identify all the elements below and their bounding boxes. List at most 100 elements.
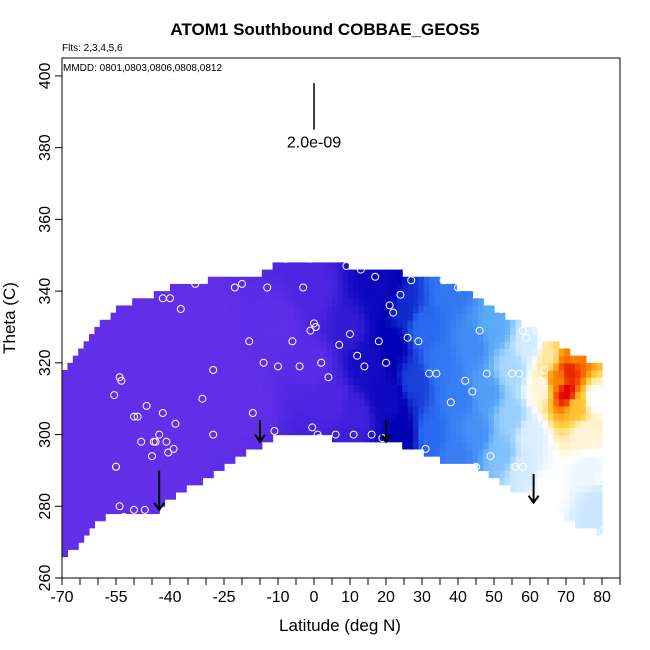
heatmap-cell bbox=[99, 456, 106, 464]
heatmap-cell bbox=[202, 341, 209, 350]
heatmap-cell bbox=[450, 355, 457, 364]
heatmap-cell bbox=[105, 463, 112, 472]
heatmap-cell bbox=[342, 283, 349, 292]
heatmap-cell bbox=[110, 377, 117, 385]
heatmap-cell bbox=[62, 405, 68, 414]
heatmap-cell bbox=[375, 413, 382, 421]
heatmap-cell bbox=[537, 405, 544, 414]
heatmap-cell bbox=[450, 377, 457, 385]
sample-point bbox=[486, 452, 495, 461]
heatmap-cell bbox=[440, 434, 446, 443]
heatmap-cell bbox=[159, 312, 166, 321]
heatmap-cell bbox=[321, 413, 328, 421]
heatmap-cell bbox=[413, 405, 419, 414]
heatmap-cell bbox=[305, 334, 311, 342]
heatmap-cell bbox=[62, 470, 68, 479]
sample-point bbox=[149, 437, 158, 446]
heatmap-cell bbox=[218, 283, 225, 292]
heatmap-cell bbox=[78, 534, 85, 543]
heatmap-cell bbox=[531, 448, 538, 457]
heatmap-cell bbox=[423, 370, 430, 378]
heatmap-cell bbox=[596, 499, 603, 507]
heatmap-cell bbox=[94, 377, 101, 385]
heatmap-cell bbox=[402, 405, 409, 414]
heatmap-cell bbox=[450, 384, 457, 393]
heatmap-cell bbox=[461, 377, 468, 385]
sample-point bbox=[166, 294, 174, 303]
heatmap-cell bbox=[467, 319, 473, 328]
heatmap-cell bbox=[121, 355, 128, 364]
heatmap-cell bbox=[126, 484, 133, 493]
heatmap-cell bbox=[558, 506, 565, 515]
heatmap-cell bbox=[342, 434, 349, 443]
heatmap-cell bbox=[315, 398, 322, 407]
heatmap-cell bbox=[353, 341, 360, 350]
heatmap-cell bbox=[450, 312, 457, 321]
heatmap-cell bbox=[596, 484, 603, 493]
heatmap-cell bbox=[207, 291, 214, 299]
heatmap-cell bbox=[364, 413, 371, 421]
heatmap-cell bbox=[164, 448, 171, 457]
heatmap-cell bbox=[472, 341, 479, 350]
heatmap-cell bbox=[380, 326, 387, 335]
heatmap-cell bbox=[234, 434, 241, 443]
heatmap-cell bbox=[375, 312, 382, 321]
heatmap-cell bbox=[105, 427, 112, 436]
sample-point bbox=[454, 283, 462, 292]
heatmap-cell bbox=[580, 513, 587, 522]
heatmap-cell bbox=[164, 427, 171, 436]
heatmap-cell bbox=[294, 384, 301, 393]
heatmap-cell bbox=[148, 463, 155, 472]
heatmap-cell bbox=[575, 477, 581, 486]
heatmap-cell bbox=[326, 341, 333, 350]
heatmap-cell bbox=[240, 312, 247, 321]
heatmap-cell bbox=[456, 348, 463, 357]
heatmap-cell bbox=[159, 362, 166, 371]
heatmap-cell bbox=[569, 506, 576, 515]
heatmap-cell bbox=[575, 384, 581, 393]
heatmap-cell bbox=[218, 456, 225, 464]
heatmap-cell bbox=[261, 276, 268, 285]
heatmap-cell bbox=[488, 441, 495, 450]
heatmap-cell bbox=[332, 262, 338, 271]
heatmap-cell bbox=[175, 484, 182, 493]
heatmap-cell bbox=[126, 499, 133, 507]
heatmap-cell bbox=[99, 384, 106, 393]
heatmap-cell bbox=[467, 441, 473, 450]
heatmap-cell bbox=[94, 362, 101, 371]
heatmap-cell bbox=[585, 513, 592, 522]
heatmap-cell bbox=[213, 434, 220, 443]
heatmap-cell bbox=[121, 370, 128, 378]
heatmap-cell bbox=[305, 355, 311, 364]
heatmap-cell bbox=[413, 355, 419, 364]
heatmap-cell bbox=[83, 391, 90, 400]
heatmap-cell bbox=[148, 334, 155, 342]
sample-point bbox=[389, 308, 398, 317]
heatmap-cell bbox=[207, 448, 214, 457]
heatmap-cell bbox=[553, 484, 560, 493]
heatmap-cell bbox=[186, 305, 193, 314]
heatmap-cell bbox=[564, 398, 571, 407]
heatmap-cell bbox=[423, 312, 430, 321]
heatmap-cell bbox=[153, 448, 160, 457]
heatmap-cell bbox=[445, 312, 452, 321]
heatmap-cell bbox=[245, 283, 252, 292]
heatmap-cell bbox=[218, 384, 225, 393]
heatmap-cell bbox=[434, 448, 441, 457]
heatmap-cell bbox=[510, 341, 517, 350]
heatmap-cell bbox=[132, 384, 139, 393]
heatmap-cell bbox=[240, 427, 247, 436]
heatmap-cell bbox=[537, 441, 544, 450]
heatmap-cell bbox=[483, 348, 490, 357]
sample-point bbox=[245, 337, 254, 346]
heatmap-cell bbox=[272, 348, 279, 357]
heatmap-cell bbox=[553, 341, 560, 350]
heatmap-cell bbox=[110, 370, 117, 378]
heatmap-cell bbox=[213, 441, 220, 450]
heatmap-cell bbox=[553, 362, 560, 371]
heatmap-cell bbox=[89, 499, 95, 507]
heatmap-cell bbox=[229, 305, 236, 314]
heatmap-cell bbox=[488, 334, 495, 342]
heatmap-cell bbox=[353, 398, 360, 407]
heatmap-cell bbox=[175, 413, 182, 421]
